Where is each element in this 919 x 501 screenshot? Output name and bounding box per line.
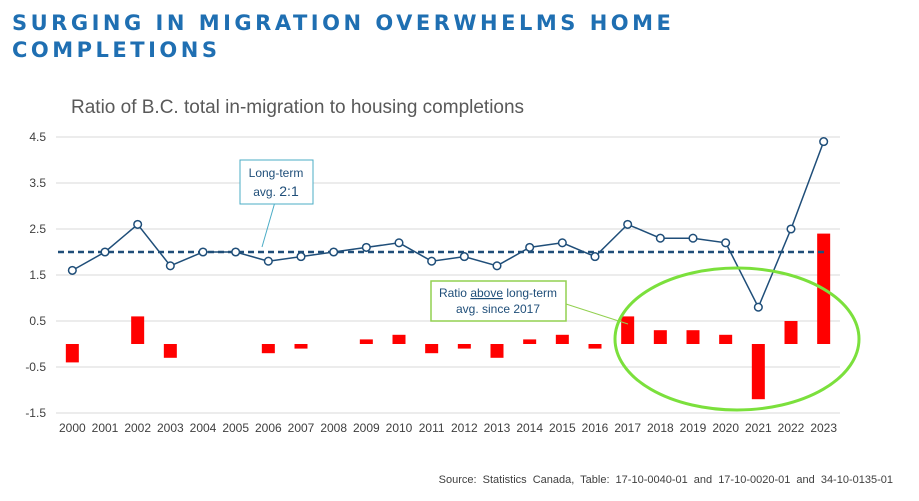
y-tick-label: 4.5 bbox=[29, 130, 46, 144]
x-tick-label: 2020 bbox=[712, 421, 739, 435]
callout-line1-pre: Ratio bbox=[439, 286, 470, 300]
x-tick-label: 2015 bbox=[549, 421, 576, 435]
x-tick-label: 2012 bbox=[451, 421, 478, 435]
x-tick-label: 2007 bbox=[288, 421, 315, 435]
callout-box bbox=[430, 280, 567, 322]
point-2006 bbox=[263, 256, 273, 266]
x-tick-label: 2009 bbox=[353, 421, 380, 435]
x-tick-label: 2019 bbox=[680, 421, 707, 435]
x-tick-label: 2017 bbox=[614, 421, 641, 435]
point-2011 bbox=[427, 256, 437, 266]
x-tick-label: 2022 bbox=[778, 421, 805, 435]
y-tick-label: 0.5 bbox=[29, 314, 46, 328]
point-2023 bbox=[819, 137, 829, 147]
x-tick-label: 2010 bbox=[386, 421, 413, 435]
bar-2002 bbox=[131, 316, 145, 344]
callout-line1-post: long-term bbox=[503, 286, 557, 300]
x-tick-label: 2008 bbox=[320, 421, 347, 435]
point-2018 bbox=[655, 233, 665, 243]
x-tick-label: 2000 bbox=[59, 421, 86, 435]
callout-line2-prefix: avg. bbox=[253, 185, 279, 199]
point-2005 bbox=[231, 247, 241, 257]
headline: SURGING IN MIGRATION OVERWHELMS HOME COM… bbox=[12, 11, 675, 62]
y-tick-label: -0.5 bbox=[25, 360, 46, 374]
point-2001 bbox=[100, 247, 110, 257]
callout-box bbox=[239, 159, 314, 205]
bar-2022 bbox=[784, 321, 798, 344]
x-tick-label: 2006 bbox=[255, 421, 282, 435]
callout-line2-value: 2:1 bbox=[279, 183, 299, 199]
x-tick-label: 2004 bbox=[190, 421, 217, 435]
x-tick-label: 2003 bbox=[157, 421, 184, 435]
x-tick-label: 2014 bbox=[516, 421, 543, 435]
callout-line1: Ratio above long-term bbox=[439, 286, 557, 300]
callout-line1: Long-term bbox=[249, 166, 304, 180]
bar-2021 bbox=[751, 344, 765, 400]
point-2013 bbox=[492, 261, 502, 271]
x-tick-label: 2001 bbox=[92, 421, 119, 435]
y-tick-label: 3.5 bbox=[29, 176, 46, 190]
point-2010 bbox=[394, 238, 404, 248]
point-2019 bbox=[688, 233, 698, 243]
callout-above-avg: Ratio above long-term avg. since 2017 bbox=[430, 280, 629, 325]
callout-line2: avg. since 2017 bbox=[456, 302, 540, 316]
y-tick-label: -1.5 bbox=[25, 406, 46, 420]
point-2007 bbox=[296, 252, 306, 262]
bar-2009 bbox=[359, 339, 373, 344]
highlight-ellipse bbox=[613, 266, 861, 412]
bar-2018 bbox=[653, 330, 667, 344]
chart-title: Ratio of B.C. total in-migration to hous… bbox=[71, 97, 525, 118]
point-2016 bbox=[590, 252, 600, 262]
x-tick-label: 2023 bbox=[810, 421, 837, 435]
bar-2007 bbox=[294, 344, 308, 349]
point-2000 bbox=[67, 265, 77, 275]
callout-line1-underlined: above bbox=[470, 286, 503, 300]
point-2004 bbox=[198, 247, 208, 257]
y-tick-label: 1.5 bbox=[29, 268, 46, 282]
point-2009 bbox=[361, 242, 371, 252]
point-2020 bbox=[721, 238, 731, 248]
bar-2015 bbox=[555, 334, 569, 344]
x-tick-label: 2013 bbox=[484, 421, 511, 435]
x-tick-label: 2005 bbox=[222, 421, 249, 435]
bar-2010 bbox=[392, 334, 406, 344]
bar-2013 bbox=[490, 344, 504, 358]
bar-2006 bbox=[261, 344, 275, 354]
point-2012 bbox=[459, 252, 469, 262]
point-2021 bbox=[753, 302, 763, 312]
bar-2000 bbox=[65, 344, 79, 363]
ratio-line bbox=[71, 141, 825, 309]
callout-long-term-avg: Long-term avg. 2:1 bbox=[239, 159, 314, 248]
bar-2003 bbox=[163, 344, 177, 358]
source-note: Source: Statistics Canada, Table: 17-10-… bbox=[438, 474, 893, 486]
callout-line2: avg. 2:1 bbox=[253, 183, 299, 199]
bar-2017 bbox=[621, 316, 635, 344]
point-2014 bbox=[525, 242, 535, 252]
ratio-points bbox=[67, 137, 829, 312]
x-tick-label: 2018 bbox=[647, 421, 674, 435]
x-tick-label: 2002 bbox=[124, 421, 151, 435]
point-2002 bbox=[133, 219, 143, 229]
bar-2012 bbox=[457, 344, 471, 349]
point-2003 bbox=[165, 261, 175, 271]
callout-pointer bbox=[261, 201, 276, 248]
bar-2011 bbox=[425, 344, 439, 354]
bar-2016 bbox=[588, 344, 602, 349]
bar-2014 bbox=[523, 339, 537, 344]
point-2022 bbox=[786, 224, 796, 234]
x-tick-label: 2011 bbox=[419, 421, 445, 435]
x-axis-ticks: 2000 2001 2002 2003 2004 2005 2006 2007 2008 2009… bbox=[59, 421, 837, 435]
gridlines bbox=[56, 136, 840, 414]
y-tick-label: 2.5 bbox=[29, 222, 46, 236]
bar-2020 bbox=[719, 334, 733, 344]
bar-2019 bbox=[686, 330, 700, 344]
x-tick-label: 2016 bbox=[582, 421, 609, 435]
y-axis-ticks: 4.5 3.5 2.5 1.5 0.5 -0.5 -1.5 bbox=[25, 130, 46, 420]
x-tick-label: 2021 bbox=[745, 421, 772, 435]
point-2015 bbox=[557, 238, 567, 248]
point-2017 bbox=[623, 219, 633, 229]
point-2008 bbox=[329, 247, 339, 257]
bar-series bbox=[65, 233, 831, 400]
